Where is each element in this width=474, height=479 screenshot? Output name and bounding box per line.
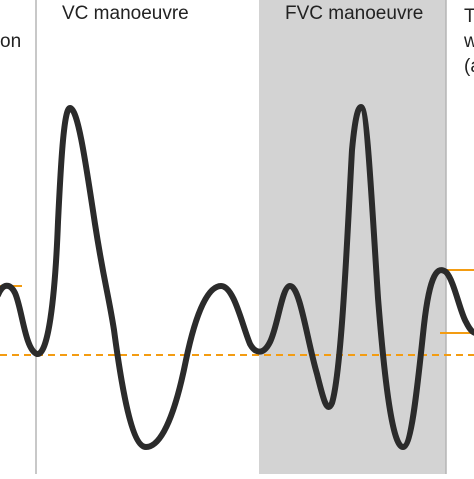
vc-manoeuvre-label: VC manoeuvre	[62, 3, 189, 24]
fvc-manoeuvre-label: FVC manoeuvre	[285, 3, 424, 24]
volume-trace	[0, 104, 474, 450]
left-panel-label-partial: on	[0, 31, 22, 52]
right-panel-label-partial: T w (a	[464, 6, 474, 77]
